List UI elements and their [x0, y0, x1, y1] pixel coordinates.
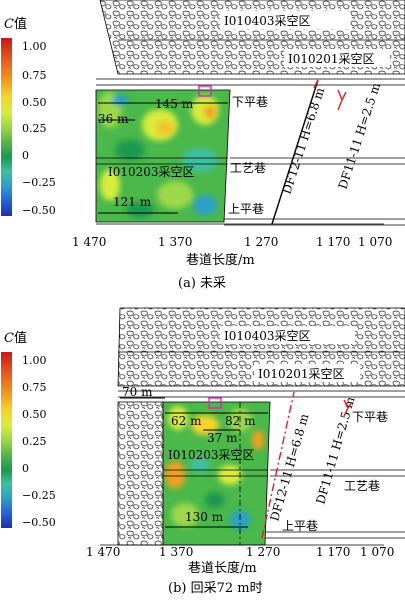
label-goaf-top: I010403采空区: [224, 14, 311, 28]
legend-tick: 0: [22, 462, 29, 475]
label-goaf-panel: I010203采空区: [168, 448, 255, 462]
label-fault2: DF11-11 H=2.5 m: [336, 80, 384, 191]
x-tick: 1 170: [316, 545, 350, 559]
x-axis-label: 巷道长度/m: [188, 560, 257, 576]
x-axis-label: 巷道长度/m: [186, 252, 255, 268]
legend-tick: 1.00: [22, 40, 47, 53]
dim-36: 36 m: [98, 112, 129, 126]
label-goaf-panel: I010203采空区: [108, 165, 195, 179]
label-road-upper: 上平巷: [228, 202, 264, 216]
label-road-process: 工艺巷: [344, 479, 380, 493]
label-goaf-top: I010403采空区: [224, 329, 311, 343]
label-bg: [220, 326, 355, 344]
x-tick: 1 070: [358, 235, 392, 249]
x-tick: 1 270: [244, 235, 278, 249]
dim-130: 130 m: [185, 510, 224, 524]
mined-goaf-stone-area: [117, 401, 164, 546]
label-road-lower: 下平巷: [352, 410, 388, 424]
legend-tick: −0.50: [22, 516, 56, 529]
face-marker: [208, 397, 222, 409]
panel-a-svg: C值 1.00 0.75 0.50 0.25 0 −0.25 −0.50 I01…: [1, 0, 405, 291]
x-tick: 1 370: [159, 545, 193, 559]
panel-b-svg: C值 1.00 0.75 0.50 0.25 0 −0.25 −0.50 I01…: [1, 307, 405, 596]
legend-tick: 0.25: [22, 435, 47, 448]
label-goaf-mid: I010201采空区: [258, 367, 345, 381]
legend-colorbar: [1, 352, 12, 528]
dim-70: 70 m: [122, 385, 153, 399]
x-tick: 1 470: [72, 235, 106, 249]
legend-tick: 1.00: [22, 354, 47, 367]
label-road-process: 工艺巷: [230, 161, 266, 175]
label-fault1: DF12-11 H=6.8 m: [267, 412, 311, 523]
label-road-upper: 上平巷: [282, 519, 318, 533]
fault2-mark: [343, 399, 353, 417]
x-tick: 1 470: [86, 545, 120, 559]
x-tick: 1 170: [316, 235, 350, 249]
legend-tick: 0.75: [22, 69, 47, 82]
fault2-mark: [337, 89, 347, 111]
x-tick: 1 370: [158, 235, 192, 249]
legend-colorbar: [1, 38, 12, 216]
face-marker: [198, 85, 212, 97]
label-bg: [284, 49, 390, 67]
legend-tick: 0.50: [22, 96, 47, 109]
legend-tick: −0.25: [22, 176, 56, 189]
dim-145: 145 m: [155, 97, 194, 111]
color-legend: C值 1.00 0.75 0.50 0.25 0 −0.25 −0.50: [1, 16, 56, 217]
legend-tick: 0.25: [22, 122, 47, 135]
fault-mark: [313, 79, 319, 89]
contour-field: [96, 90, 230, 222]
fault-line-1: [261, 391, 295, 539]
label-goaf-mid: I010201采空区: [288, 52, 375, 66]
legend-tick: 0.75: [22, 381, 47, 394]
legend-title: C值: [4, 330, 27, 346]
legend-tick: −0.50: [22, 204, 56, 217]
label-bg: [254, 364, 360, 382]
dim-82: 82 m: [225, 414, 256, 428]
x-tick: 1 070: [360, 545, 394, 559]
dim-37: 37 m: [207, 431, 238, 445]
panel-boundary: [95, 89, 231, 223]
x-tick: 1 270: [246, 545, 280, 559]
caption-a: (a) 未采: [178, 276, 226, 291]
panel-unmined: C值 1.00 0.75 0.50 0.25 0 −0.25 −0.50 I01…: [0, 0, 405, 300]
caption-b: (b) 回采72 m时: [168, 581, 263, 596]
dim-121: 121 m: [113, 195, 152, 209]
label-fault1: DF12-11 H=6.8 m: [280, 85, 328, 196]
legend-tick: −0.25: [22, 489, 56, 502]
x-axis: 1 470 1 370 1 270 1 170 1 070 巷道长度/m: [86, 544, 394, 576]
x-axis: 1 470 1 370 1 270 1 170 1 070 巷道长度/m: [72, 223, 392, 268]
label-bg: [220, 11, 350, 29]
legend-title: C值: [4, 16, 27, 32]
legend-tick: 0: [22, 149, 29, 162]
panel-mined-72m: C值 1.00 0.75 0.50 0.25 0 −0.25 −0.50 I01…: [0, 300, 405, 600]
dim-62: 62 m: [171, 414, 202, 428]
label-road-lower: 下平巷: [232, 95, 268, 109]
fault-line-1: [271, 79, 319, 225]
color-legend: C值 1.00 0.75 0.50 0.25 0 −0.25 −0.50: [1, 330, 56, 529]
legend-tick: 0.50: [22, 408, 47, 421]
